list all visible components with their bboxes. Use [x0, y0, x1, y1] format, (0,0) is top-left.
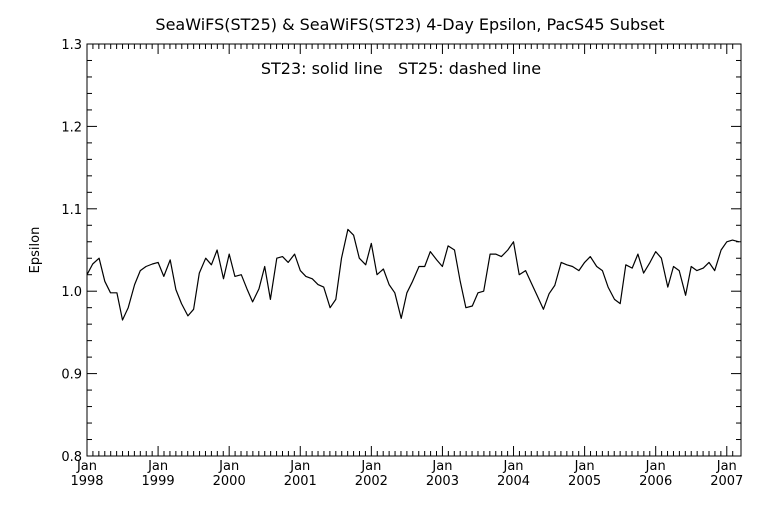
y-axis-ticks: 0.8 0.9 1.0 1.1 1.2 1.3 — [61, 38, 741, 465]
x-axis-ticks: Jan1998Jan1999Jan2000Jan2001Jan2002Jan20… — [70, 44, 743, 489]
chart-annotation: ST23: solid line ST25: dashed line — [261, 59, 541, 78]
series-layer — [86, 228, 740, 321]
x-tick-year-label: 1998 — [70, 474, 103, 489]
x-tick-month-label: Jan — [360, 459, 381, 474]
x-tick-month-label: Jan — [76, 459, 97, 474]
series-line-st23 — [86, 228, 740, 321]
y-tick-label: 1.0 — [61, 285, 82, 300]
x-tick-year-label: 2005 — [568, 474, 601, 489]
x-tick-year-label: 2001 — [284, 474, 317, 489]
x-tick-year-label: 2006 — [639, 474, 672, 489]
x-tick-month-label: Jan — [289, 459, 310, 474]
x-tick-year-label: 2004 — [497, 474, 530, 489]
y-axis-label: Epsilon — [28, 227, 43, 274]
y-tick-label: 1.1 — [61, 203, 82, 218]
plot-frame — [86, 43, 742, 457]
x-tick-year-label: 2000 — [213, 474, 246, 489]
x-tick-month-label: Jan — [502, 459, 523, 474]
x-tick-month-label: Jan — [147, 459, 168, 474]
x-tick-month-label: Jan — [218, 459, 239, 474]
x-tick-month-label: Jan — [574, 459, 595, 474]
y-tick-label: 0.9 — [61, 368, 82, 383]
x-tick-month-label: Jan — [716, 459, 737, 474]
x-tick-month-label: Jan — [645, 459, 666, 474]
x-tick-year-label: 2003 — [426, 474, 459, 489]
x-tick-year-label: 2007 — [710, 474, 743, 489]
y-tick-label: 1.2 — [61, 120, 82, 135]
y-tick-label: 0.8 — [61, 450, 82, 465]
x-tick-year-label: 2002 — [355, 474, 388, 489]
chart-title: SeaWiFS(ST25) & SeaWiFS(ST23) 4-Day Epsi… — [155, 15, 664, 34]
x-tick-year-label: 1999 — [142, 474, 175, 489]
x-tick-month-label: Jan — [431, 459, 452, 474]
y-tick-label: 1.3 — [61, 38, 82, 53]
